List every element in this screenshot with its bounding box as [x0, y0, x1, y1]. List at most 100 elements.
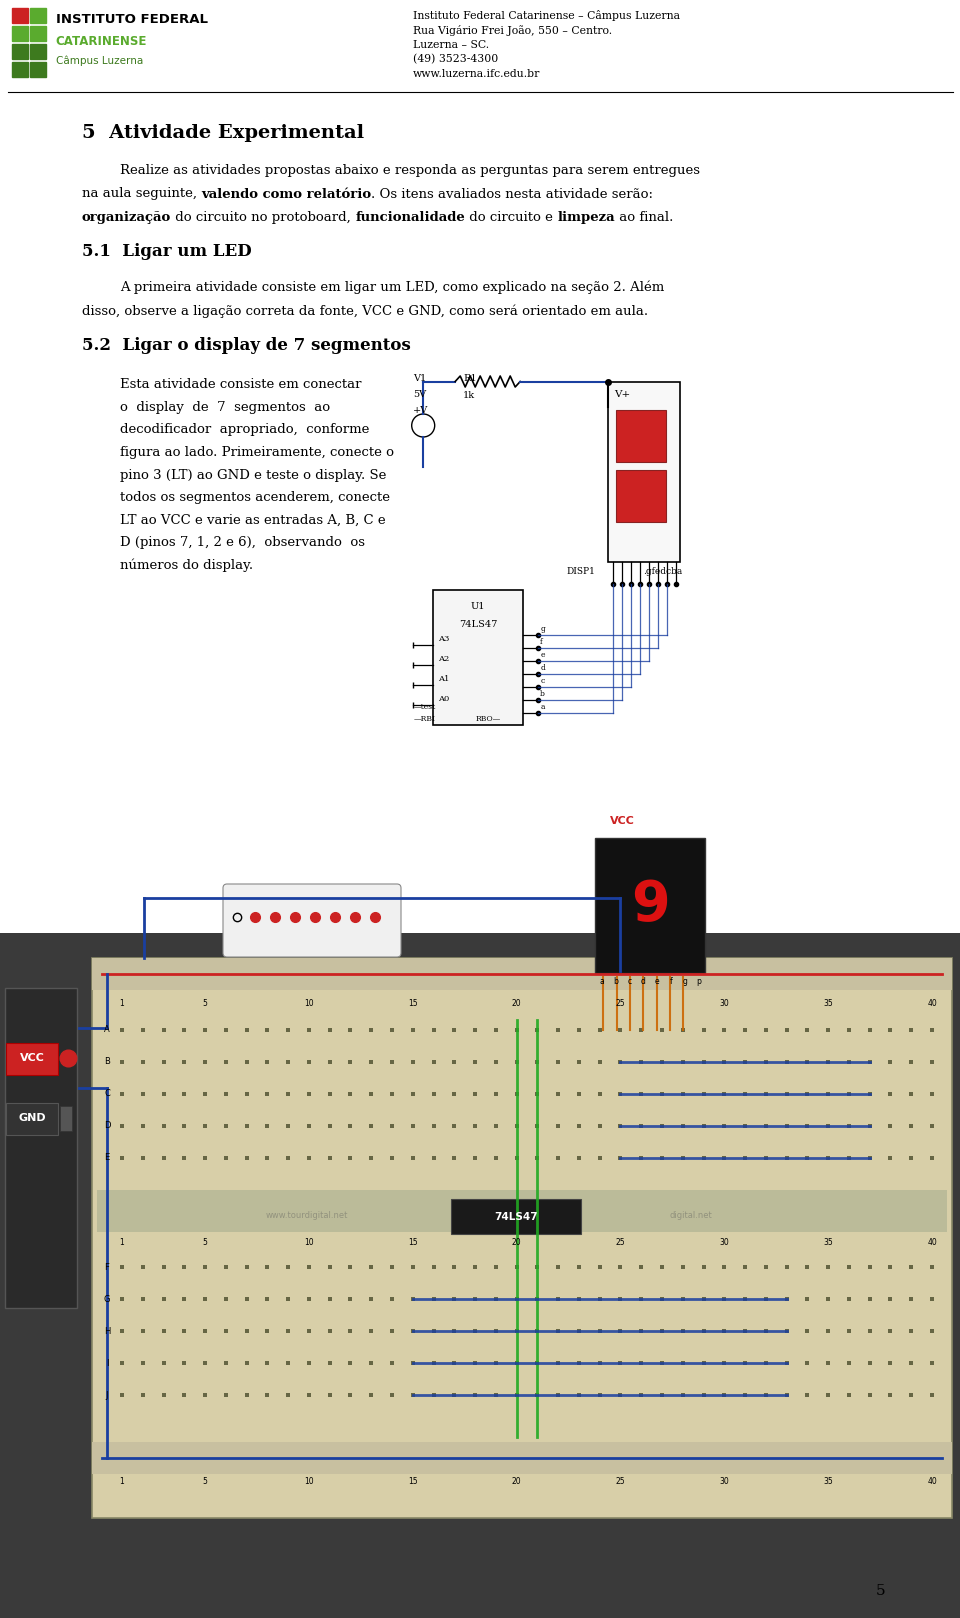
Bar — [12, 26, 28, 42]
Text: 35: 35 — [824, 1238, 833, 1247]
Text: www.tourdigital.net: www.tourdigital.net — [266, 1212, 348, 1220]
Text: g: g — [683, 977, 687, 985]
Bar — [30, 61, 45, 78]
Text: a: a — [540, 702, 544, 710]
Text: F: F — [105, 1262, 109, 1272]
Text: b: b — [540, 689, 545, 697]
Text: Câmpus Luzerna: Câmpus Luzerna — [56, 55, 143, 65]
Bar — [12, 61, 28, 78]
Text: 1: 1 — [120, 998, 125, 1008]
Text: 40: 40 — [927, 1238, 937, 1247]
Text: A0: A0 — [438, 694, 449, 702]
Text: 5: 5 — [203, 1238, 207, 1247]
Text: 15: 15 — [408, 1238, 418, 1247]
Text: 10: 10 — [304, 998, 314, 1008]
Text: p: p — [696, 977, 701, 985]
Text: 5V: 5V — [413, 390, 426, 398]
Text: o  display  de  7  segmentos  ao: o display de 7 segmentos ao — [120, 401, 330, 414]
Text: funcionalidade: funcionalidade — [355, 210, 465, 223]
Text: d: d — [540, 663, 545, 671]
Text: G: G — [104, 1294, 110, 1304]
Text: 20: 20 — [512, 1477, 521, 1485]
Text: www.luzerna.ifc.edu.br: www.luzerna.ifc.edu.br — [413, 70, 540, 79]
Text: 25: 25 — [615, 1238, 625, 1247]
Text: 30: 30 — [719, 1238, 730, 1247]
Text: números do display.: números do display. — [120, 558, 253, 573]
Text: e: e — [540, 650, 544, 659]
Text: d: d — [641, 977, 646, 985]
Bar — [92, 1442, 952, 1474]
Text: VCC: VCC — [19, 1053, 44, 1063]
Text: do circuito e: do circuito e — [465, 210, 557, 223]
Text: 15: 15 — [408, 1477, 418, 1485]
Text: c: c — [628, 977, 632, 985]
Text: figura ao lado. Primeiramente, conecte o: figura ao lado. Primeiramente, conecte o — [120, 447, 394, 460]
Text: 10: 10 — [304, 1238, 314, 1247]
Text: pino 3 (LT) ao GND e teste o display. Se: pino 3 (LT) ao GND e teste o display. Se — [120, 469, 386, 482]
Text: +V: +V — [413, 406, 428, 414]
Text: organização: organização — [82, 210, 171, 223]
Text: 5  Atividade Experimental: 5 Atividade Experimental — [82, 125, 364, 142]
Text: 74LS47: 74LS47 — [494, 1212, 538, 1222]
Text: valendo como relatório: valendo como relatório — [202, 188, 372, 201]
Bar — [616, 409, 666, 461]
Bar — [60, 1107, 72, 1131]
Text: 25: 25 — [615, 1477, 625, 1485]
Text: 25: 25 — [615, 998, 625, 1008]
Text: U1: U1 — [471, 602, 486, 610]
Text: A1: A1 — [438, 675, 449, 683]
Bar — [92, 958, 952, 990]
Text: 10: 10 — [304, 1477, 314, 1485]
Bar — [609, 382, 681, 561]
Text: LT ao VCC e varie as entradas A, B, C e: LT ao VCC e varie as entradas A, B, C e — [120, 513, 386, 526]
Text: 35: 35 — [824, 998, 833, 1008]
Text: CATARINENSE: CATARINENSE — [56, 36, 147, 49]
Text: . Os itens avaliados nesta atividade serão:: . Os itens avaliados nesta atividade ser… — [372, 188, 654, 201]
Text: B: B — [104, 1058, 110, 1066]
Text: —RBI: —RBI — [413, 715, 435, 723]
Text: do circuito no protoboard,: do circuito no protoboard, — [171, 210, 355, 223]
Text: Esta atividade consiste em conectar: Esta atividade consiste em conectar — [120, 379, 362, 392]
Text: VCC: VCC — [611, 815, 636, 827]
Text: 1: 1 — [120, 1238, 125, 1247]
Text: na aula seguinte,: na aula seguinte, — [82, 188, 202, 201]
Bar — [0, 934, 960, 1618]
Text: 5.1  Ligar um LED: 5.1 Ligar um LED — [82, 243, 252, 260]
FancyBboxPatch shape — [6, 1103, 58, 1134]
Text: 5: 5 — [203, 1477, 207, 1485]
Text: Instituto Federal Catarinense – Câmpus Luzerna: Instituto Federal Catarinense – Câmpus L… — [413, 10, 680, 21]
Text: A2: A2 — [438, 655, 449, 662]
Text: DISP1: DISP1 — [566, 566, 595, 576]
Text: g: g — [540, 625, 545, 633]
Bar — [433, 589, 523, 725]
Text: J: J — [106, 1390, 108, 1400]
Bar — [92, 958, 952, 1518]
Text: digital.net: digital.net — [670, 1212, 712, 1220]
Text: Realize as atividades propostas abaixo e responda as perguntas para serem entreg: Realize as atividades propostas abaixo e… — [120, 163, 700, 176]
Bar — [5, 989, 77, 1307]
Text: 9: 9 — [631, 879, 669, 932]
Text: limpeza: limpeza — [557, 210, 614, 223]
Text: —test: —test — [413, 702, 436, 710]
Bar — [451, 1199, 581, 1235]
Text: INSTITUTO FEDERAL: INSTITUTO FEDERAL — [56, 13, 207, 26]
Bar — [616, 469, 666, 521]
Text: A primeira atividade consiste em ligar um LED, como explicado na seção 2. Além: A primeira atividade consiste em ligar u… — [120, 282, 664, 294]
Text: Luzerna – SC.: Luzerna – SC. — [413, 39, 489, 50]
Text: 30: 30 — [719, 1477, 730, 1485]
Bar — [12, 8, 28, 24]
Text: decodificador  apropriado,  conforme: decodificador apropriado, conforme — [120, 424, 370, 437]
Text: R1: R1 — [464, 374, 477, 382]
Text: 5: 5 — [203, 998, 207, 1008]
Text: e: e — [655, 977, 660, 985]
Text: 5.2  Ligar o display de 7 segmentos: 5.2 Ligar o display de 7 segmentos — [82, 337, 411, 353]
Text: f: f — [669, 977, 672, 985]
Text: b: b — [613, 977, 618, 985]
Text: 74LS47: 74LS47 — [459, 620, 497, 628]
Text: GND: GND — [18, 1113, 46, 1123]
Text: E: E — [105, 1154, 109, 1162]
Text: 40: 40 — [927, 1477, 937, 1485]
Text: f: f — [540, 637, 543, 646]
Bar — [30, 8, 45, 24]
Text: D: D — [104, 1121, 110, 1131]
